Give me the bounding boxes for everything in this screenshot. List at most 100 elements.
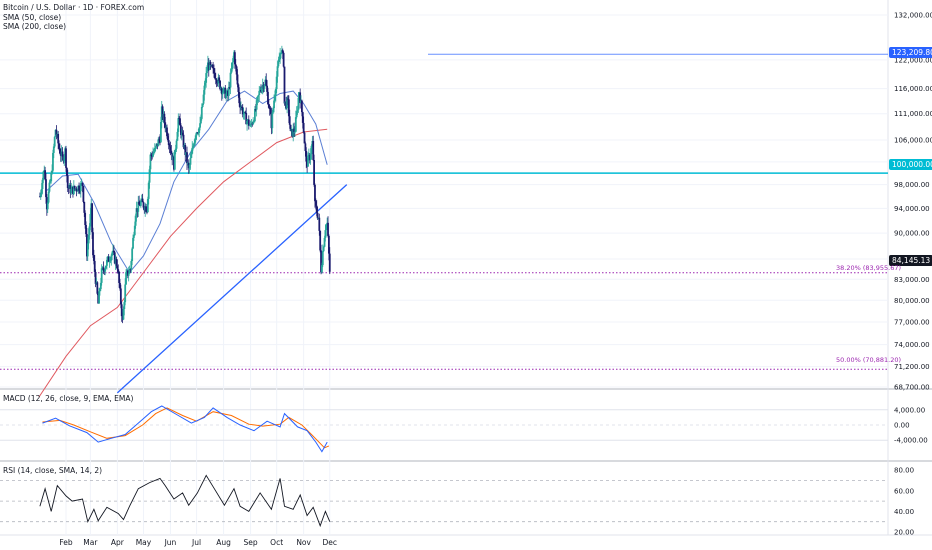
candle-body	[49, 181, 52, 183]
candle-body	[70, 188, 73, 194]
month-tick-label: May	[136, 538, 152, 547]
candle-body	[176, 131, 179, 141]
candle	[325, 223, 328, 237]
sma200-line	[38, 128, 328, 398]
candle-body	[91, 203, 94, 233]
candle-body	[286, 98, 289, 109]
sma50-legend[interactable]: SMA (50, close)	[3, 13, 62, 22]
candle	[96, 281, 99, 296]
candle-body	[271, 112, 274, 129]
rsi-pane[interactable]	[0, 474, 888, 528]
candle-body	[57, 133, 60, 144]
symbol-title[interactable]: Bitcoin / U.S. Dollar · 1D · FOREX.com	[3, 3, 145, 12]
candle-body	[238, 92, 241, 104]
candle-body	[39, 193, 42, 197]
candle-body	[152, 153, 154, 157]
candle-body	[309, 154, 312, 160]
candle-body	[48, 182, 51, 192]
sma200-legend[interactable]: SMA (200, close)	[3, 22, 66, 31]
candle-body	[96, 282, 99, 294]
price-tick-label: 83,000.00	[894, 276, 930, 284]
candle-body	[147, 182, 150, 199]
candle-body	[301, 100, 303, 113]
candle	[295, 106, 298, 119]
candle	[267, 87, 269, 106]
candle-body	[42, 171, 45, 180]
candle-body	[127, 273, 130, 276]
candle-body	[248, 125, 251, 127]
candle-body	[189, 157, 192, 165]
candle-body	[325, 225, 328, 231]
candle	[41, 177, 44, 195]
candle	[123, 299, 126, 316]
price-tick-label: 111,000.00	[894, 110, 932, 118]
candle-body	[186, 152, 188, 164]
candle-body	[194, 135, 197, 140]
candle-body	[232, 58, 235, 63]
candle-body	[146, 211, 148, 213]
candle	[127, 266, 130, 282]
price-tick-label: 132,000.00	[894, 12, 932, 20]
candle-body	[320, 250, 322, 273]
candle	[146, 196, 149, 213]
candle	[147, 180, 150, 205]
candle-body	[107, 256, 110, 262]
candle-body	[82, 186, 85, 202]
price-pane[interactable]	[0, 45, 888, 398]
candle	[47, 189, 50, 204]
candle-body	[281, 50, 284, 53]
candle	[177, 113, 180, 137]
candle	[257, 94, 260, 103]
candle-body	[65, 167, 68, 176]
candle-body	[115, 258, 118, 266]
candle-body	[260, 87, 263, 92]
price-tick-label: 68,700.00	[894, 384, 930, 392]
candle-body	[81, 182, 84, 187]
macd-legend[interactable]: MACD (12, 26, close, 9, EMA, EMA)	[3, 394, 134, 403]
candle-body	[181, 132, 184, 135]
candle-body	[205, 73, 208, 83]
month-tick-label: Dec	[323, 538, 338, 547]
macd-pane[interactable]	[0, 405, 888, 453]
candle-body	[118, 271, 121, 284]
candle	[65, 145, 67, 172]
candle-body	[191, 147, 194, 154]
candle-body	[85, 224, 87, 235]
candle-body	[222, 88, 225, 93]
candle-body	[161, 106, 164, 118]
candle-body	[63, 156, 66, 162]
candle-body	[274, 95, 276, 101]
price-tick-label: 74,000.00	[894, 341, 930, 349]
candle	[105, 265, 107, 269]
candle-body	[323, 237, 326, 247]
candle-body	[275, 76, 278, 90]
candle-body	[180, 125, 182, 136]
candle-body	[98, 291, 100, 304]
candle	[192, 143, 194, 151]
rsi-legend[interactable]: RSI (14, close, SMA, 14, 2)	[3, 466, 103, 475]
candle-body	[294, 131, 296, 133]
candle-body	[153, 147, 156, 152]
candle-body	[109, 260, 112, 262]
candle-body	[280, 52, 282, 55]
candle-body	[328, 253, 331, 272]
time-axis[interactable]: Feb Mar Apr May Jun Jul Aug Sep Oct Nov Dec	[59, 538, 337, 547]
candle	[253, 105, 256, 123]
candle-body	[184, 145, 187, 156]
month-tick-label: Feb	[59, 538, 73, 547]
candle-body	[100, 268, 103, 283]
candle-body	[288, 116, 291, 125]
candle-body	[120, 304, 123, 317]
candle-body	[55, 129, 58, 135]
candle	[157, 137, 160, 147]
candle-body	[117, 269, 120, 272]
candle	[108, 256, 111, 268]
candle-body	[123, 302, 126, 310]
candle-body	[174, 148, 177, 151]
candle-body	[139, 201, 142, 206]
candle-body	[79, 183, 82, 192]
candle-body	[199, 123, 201, 128]
candle-body	[113, 252, 116, 264]
candle	[92, 227, 94, 258]
